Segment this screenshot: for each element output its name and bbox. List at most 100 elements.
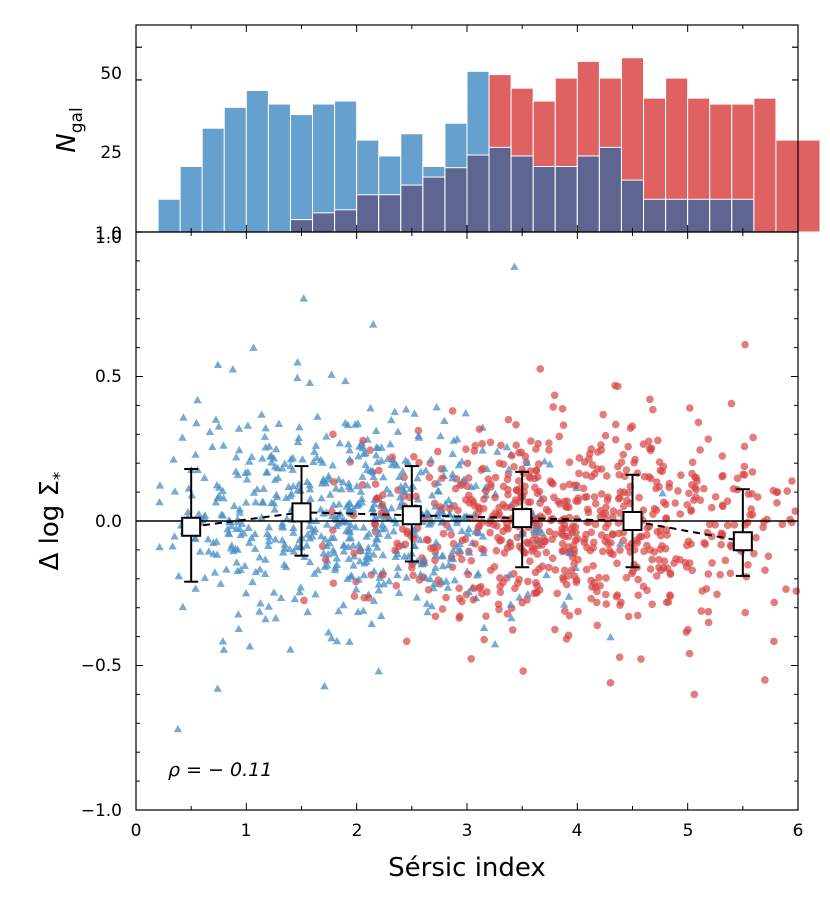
blue-triangle-point xyxy=(443,583,453,591)
blue-triangle-point xyxy=(279,560,289,568)
hist-bar-overlap-24 xyxy=(687,198,711,233)
red-circle-point xyxy=(624,542,632,551)
red-circle-point xyxy=(619,450,628,459)
hist-bar-overlap-14 xyxy=(466,154,490,233)
blue-triangle-point xyxy=(170,532,179,540)
red-circle-point xyxy=(599,547,607,556)
red-circle-point xyxy=(601,431,610,440)
hist-bar-overlap-18 xyxy=(554,166,578,233)
blue-triangle-point xyxy=(222,565,231,573)
blue-triangle-point xyxy=(430,579,439,588)
blue-triangle-point xyxy=(248,577,257,586)
blue-triangle-point xyxy=(308,532,317,540)
blue-triangle-point xyxy=(311,590,320,598)
blue-triangle-point xyxy=(271,614,280,622)
blue-triangle-point xyxy=(658,488,667,497)
red-circle-point xyxy=(711,493,720,501)
blue-triangle-point xyxy=(179,413,188,421)
blue-triangle-point xyxy=(204,547,213,555)
red-circle-point xyxy=(647,444,656,453)
red-circle-point xyxy=(559,482,568,491)
blue-triangle-point xyxy=(355,557,364,565)
red-circle-point xyxy=(371,480,380,488)
red-circle-point xyxy=(718,501,727,510)
red-circle-point xyxy=(676,510,685,518)
blue-triangle-point xyxy=(324,471,333,480)
red-circle-point xyxy=(491,493,499,502)
blue-triangle-point xyxy=(426,518,435,527)
blue-triangle-point xyxy=(490,640,500,648)
blue-triangle-point xyxy=(261,614,270,623)
blue-triangle-point xyxy=(338,516,347,524)
red-circle-point xyxy=(607,539,615,547)
red-circle-point xyxy=(524,577,532,586)
blue-triangle-point xyxy=(258,454,267,462)
red-circle-point xyxy=(458,597,466,606)
red-circle-point xyxy=(477,582,485,591)
red-circle-point xyxy=(549,403,558,411)
blue-triangle-point xyxy=(416,468,425,476)
red-circle-point xyxy=(616,601,624,609)
red-circle-point xyxy=(391,546,399,555)
blue-triangle-point xyxy=(532,524,542,532)
blue-triangle-point xyxy=(232,452,241,461)
median-square-marker-5 xyxy=(732,531,753,552)
red-circle-point xyxy=(685,559,694,567)
red-circle-point xyxy=(457,481,465,489)
blue-triangle-point xyxy=(293,437,303,446)
red-circle-point xyxy=(592,598,601,607)
red-circle-point xyxy=(611,435,620,444)
red-circle-point xyxy=(723,521,732,530)
red-circle-point xyxy=(582,471,590,479)
blue-triangle-point xyxy=(444,560,454,568)
median-square-marker-0 xyxy=(181,516,202,537)
red-circle-point xyxy=(634,575,642,584)
red-circle-point xyxy=(633,469,642,477)
blue-triangle-point xyxy=(233,545,242,553)
red-circle-point xyxy=(439,529,448,538)
red-circle-point xyxy=(471,540,479,548)
hist-ytick-label-1: 1.0 xyxy=(95,224,122,244)
blue-triangle-point xyxy=(310,569,319,577)
red-circle-point xyxy=(652,484,660,493)
red-circle-point xyxy=(660,557,669,566)
red-circle-point xyxy=(739,470,747,479)
red-circle-point xyxy=(474,508,483,517)
red-circle-point xyxy=(300,596,308,605)
red-circle-point xyxy=(614,462,622,471)
blue-triangle-point xyxy=(438,561,448,570)
blue-triangle-point xyxy=(192,418,201,427)
blue-triangle-point xyxy=(359,570,369,579)
blue-triangle-point xyxy=(200,473,209,481)
blue-triangle-point xyxy=(289,547,299,555)
blue-triangle-point xyxy=(334,519,343,527)
red-circle-point xyxy=(646,565,655,573)
blue-triangle-point xyxy=(371,426,381,434)
blue-triangle-point xyxy=(339,547,349,555)
red-circle-point xyxy=(512,441,520,449)
red-circle-point xyxy=(567,566,576,575)
blue-triangle-point xyxy=(439,464,449,472)
red-circle-point xyxy=(717,540,725,549)
red-circle-point xyxy=(425,473,434,482)
red-circle-point xyxy=(431,556,439,565)
blue-triangle-point xyxy=(170,487,180,495)
blue-triangle-point xyxy=(478,532,488,540)
blue-triangle-point xyxy=(235,508,244,516)
red-circle-point xyxy=(588,583,596,591)
blue-triangle-point xyxy=(240,561,250,570)
red-circle-outlier-9 xyxy=(761,676,769,684)
red-circle-point xyxy=(424,585,433,594)
blue-triangle-point xyxy=(219,493,228,502)
blue-triangle-point xyxy=(478,446,487,454)
blue-triangle-point xyxy=(270,475,280,483)
blue-triangle-point xyxy=(507,613,516,622)
blue-triangle-point xyxy=(230,501,239,510)
hist-bar-blue-5 xyxy=(267,103,291,233)
red-circle-point xyxy=(532,588,541,597)
hist-bar-red-27 xyxy=(753,97,777,233)
red-circle-point xyxy=(486,566,495,575)
blue-triangle-point xyxy=(242,475,252,483)
blue-triangle-point xyxy=(306,494,315,503)
red-circle-point xyxy=(646,546,654,554)
